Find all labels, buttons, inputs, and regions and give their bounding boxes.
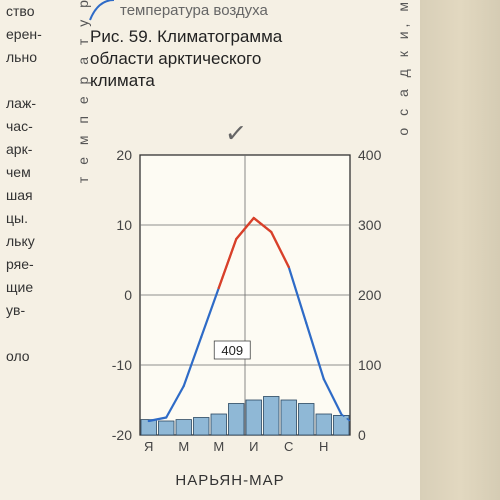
cropped-word: час-: [6, 115, 62, 138]
svg-text:Н: Н: [319, 439, 328, 454]
chart-svg: -20-10010200100200300400ЯММИСН409: [90, 145, 395, 475]
x-axis-title: НАРЬЯН-МАР: [90, 472, 370, 489]
svg-text:-20: -20: [112, 427, 132, 443]
cropped-word: арк-: [6, 138, 62, 161]
cropped-word: ерен-: [6, 23, 62, 46]
svg-text:100: 100: [358, 357, 382, 373]
svg-text:-10: -10: [112, 357, 132, 373]
cropped-word: льно: [6, 46, 62, 69]
book-margin: [420, 0, 500, 500]
svg-text:М: М: [178, 439, 189, 454]
climatogram-chart: -20-10010200100200300400ЯММИСН409: [90, 145, 395, 485]
figure-caption: Рис. 59. Климатограмма области арктическ…: [90, 26, 360, 92]
svg-text:С: С: [284, 439, 293, 454]
caption-line: Рис. 59. Климатограмма: [90, 26, 360, 48]
caption-line: климата: [90, 70, 360, 92]
cropped-word: [6, 69, 62, 92]
svg-text:Я: Я: [144, 439, 153, 454]
svg-text:400: 400: [358, 147, 382, 163]
svg-text:20: 20: [116, 147, 132, 163]
cropped-word: оло: [6, 345, 62, 368]
cropped-word: [6, 322, 62, 345]
cropped-word: лаж-: [6, 92, 62, 115]
cropped-word: цы.: [6, 207, 62, 230]
cropped-word: ство: [6, 0, 62, 23]
cropped-word: льку: [6, 230, 62, 253]
svg-text:И: И: [249, 439, 258, 454]
cropped-word: щие: [6, 276, 62, 299]
cropped-word: чем: [6, 161, 62, 184]
svg-text:0: 0: [358, 427, 366, 443]
y-axis-right-label: о с а д к и, мм: [395, 0, 411, 190]
svg-text:0: 0: [124, 287, 132, 303]
svg-text:10: 10: [116, 217, 132, 233]
svg-text:409: 409: [221, 343, 243, 358]
legend-curve-fragment: [88, 0, 116, 22]
legend-fragment-text: температура воздуха: [120, 2, 268, 19]
cropped-word: ряе-: [6, 253, 62, 276]
svg-text:М: М: [213, 439, 224, 454]
caption-line: области арктического: [90, 48, 360, 70]
svg-text:300: 300: [358, 217, 382, 233]
svg-text:200: 200: [358, 287, 382, 303]
cropped-word: шая: [6, 184, 62, 207]
y-axis-left-label: т е м п е р а т у р а, С°: [75, 0, 91, 190]
cropped-paragraph: ствоерен-льно лаж-час-арк-чемшаяцы.лькур…: [6, 0, 62, 368]
cropped-word: ув-: [6, 299, 62, 322]
